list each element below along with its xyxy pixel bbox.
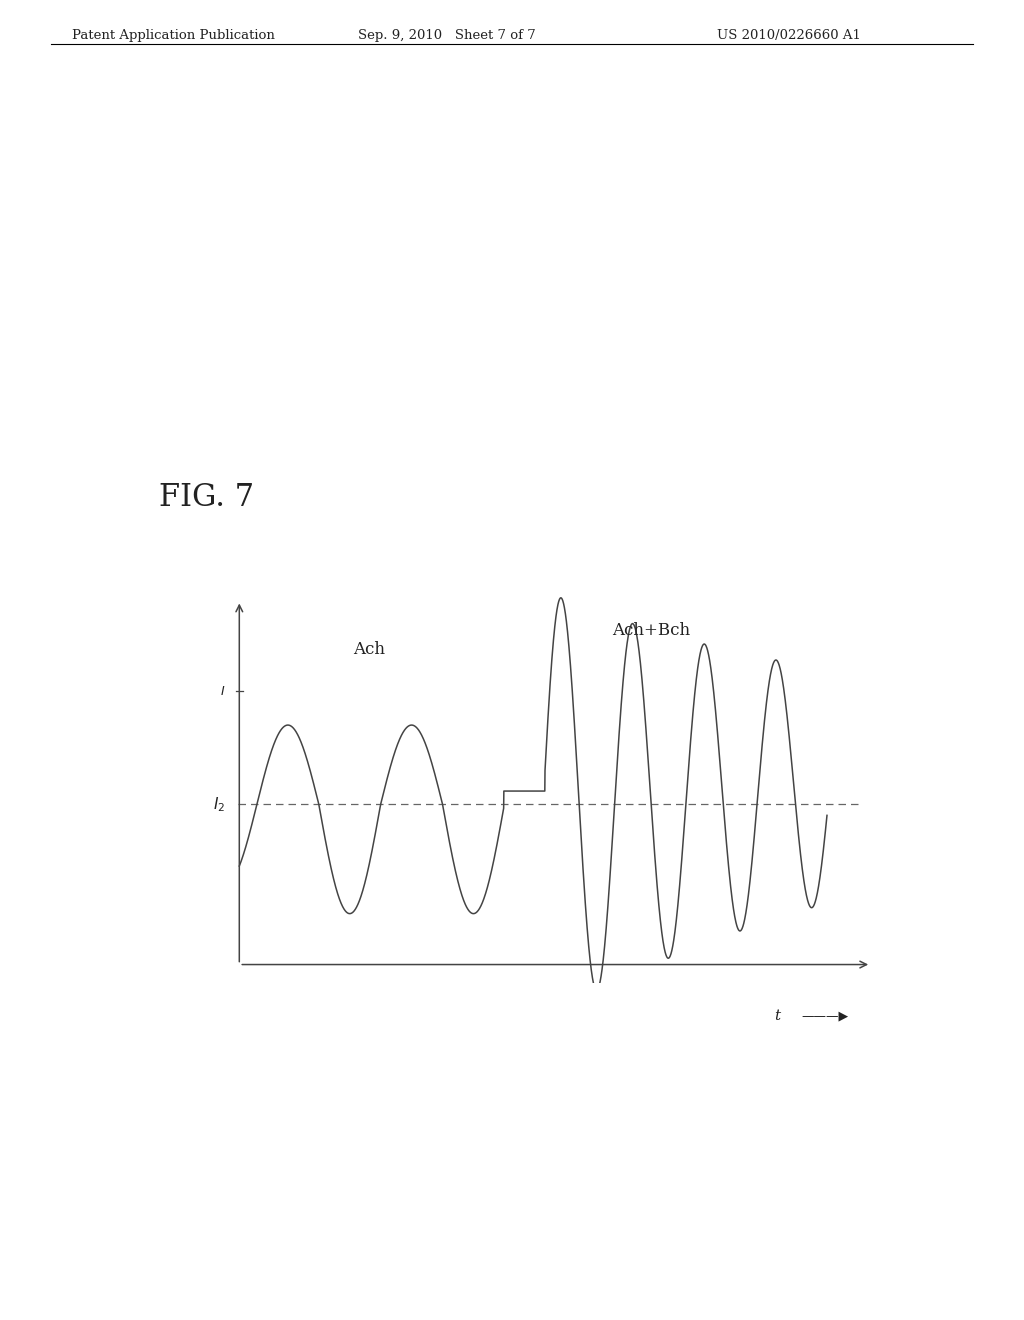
Text: $I$: $I$: [220, 685, 225, 697]
Text: Ach+Bch: Ach+Bch: [611, 622, 690, 639]
Text: $I_2$: $I_2$: [213, 795, 225, 813]
Text: FIG. 7: FIG. 7: [159, 482, 254, 512]
Text: ———▶: ———▶: [802, 1010, 849, 1023]
Text: Patent Application Publication: Patent Application Publication: [72, 29, 274, 42]
Text: Ach: Ach: [352, 642, 385, 659]
Text: Sep. 9, 2010   Sheet 7 of 7: Sep. 9, 2010 Sheet 7 of 7: [358, 29, 537, 42]
Text: t: t: [774, 1010, 780, 1023]
Text: US 2010/0226660 A1: US 2010/0226660 A1: [717, 29, 861, 42]
